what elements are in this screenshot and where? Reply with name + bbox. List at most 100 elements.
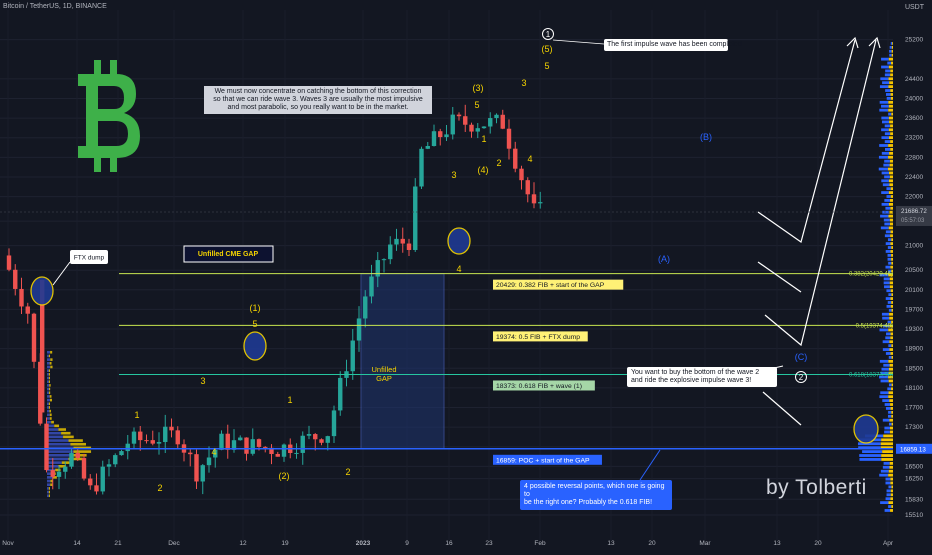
volume-bar bbox=[891, 257, 893, 261]
volume-bar bbox=[888, 485, 892, 489]
volume-bar bbox=[58, 428, 66, 431]
poc-price-badge bbox=[896, 443, 932, 454]
volume-bar bbox=[887, 387, 892, 391]
volume-bar bbox=[890, 336, 893, 340]
y-tick-label: 15830 bbox=[905, 496, 923, 503]
volume-bar bbox=[891, 301, 893, 304]
volume-bar bbox=[881, 179, 889, 183]
volume-bar bbox=[862, 450, 883, 453]
candle-body bbox=[363, 296, 368, 319]
volume-bar bbox=[890, 407, 893, 410]
volume-bar bbox=[889, 81, 893, 85]
volume-bar bbox=[47, 384, 50, 387]
buy-note: You want to buy the bottom of the wave 2… bbox=[627, 367, 777, 387]
volume-bar bbox=[879, 273, 889, 277]
circled-wave-number: 1 bbox=[546, 30, 551, 39]
volume-bar bbox=[48, 373, 50, 376]
volume-bar bbox=[47, 457, 69, 461]
impulse-callout-pointer bbox=[552, 39, 605, 45]
bitcoin-logo-icon bbox=[66, 56, 148, 176]
volume-bar bbox=[47, 490, 49, 494]
volume-bar bbox=[891, 387, 893, 391]
volume-bar bbox=[47, 369, 49, 372]
volume-bar bbox=[882, 183, 890, 187]
volume-bar bbox=[48, 376, 50, 380]
volume-bar bbox=[879, 473, 889, 477]
candle-body bbox=[119, 451, 124, 456]
volume-bar bbox=[887, 253, 892, 257]
fib-box bbox=[493, 331, 588, 342]
candle-body bbox=[294, 452, 299, 454]
candle-body bbox=[319, 439, 324, 443]
volume-bar bbox=[50, 483, 53, 487]
time-axis: Nov 14 21 Dec 12 19 2023 9 16 23 Feb 13 20 Mar 13 20 Apr bbox=[2, 540, 894, 547]
price-badges: 21686.72 05:57:03 16859.13 bbox=[0, 205, 932, 454]
fib-box bbox=[493, 454, 602, 465]
x-tick-label: 20 bbox=[814, 540, 822, 547]
candle-body bbox=[338, 377, 343, 411]
volume-bar bbox=[885, 89, 891, 92]
volume-bar bbox=[888, 112, 892, 116]
volume-bar bbox=[888, 104, 893, 108]
volume-bar bbox=[881, 438, 893, 442]
impulse-note: The first impulse wave has been complete… bbox=[604, 39, 742, 51]
volume-bar bbox=[887, 238, 892, 242]
volume-bar bbox=[882, 340, 890, 344]
candle-body bbox=[438, 131, 443, 138]
volume-bar bbox=[47, 453, 71, 457]
arrowhead bbox=[846, 36, 859, 49]
volume-bar bbox=[891, 293, 893, 297]
gap-label-line1: Unfilled bbox=[371, 365, 396, 374]
candle-body bbox=[531, 194, 537, 204]
y-tick-label: 17300 bbox=[905, 424, 923, 431]
volume-bar bbox=[889, 53, 892, 57]
candle-body bbox=[425, 145, 430, 149]
volume-bar bbox=[885, 93, 891, 96]
candle-body bbox=[125, 443, 130, 452]
volume-bar bbox=[890, 332, 893, 336]
volume-bar bbox=[889, 175, 893, 179]
volume-bar bbox=[881, 454, 893, 457]
volume-bar bbox=[54, 424, 60, 428]
volume-bar bbox=[884, 426, 890, 430]
candle-body bbox=[213, 449, 218, 458]
volume-bar bbox=[68, 439, 83, 442]
candle-body bbox=[113, 455, 118, 465]
volume-bar bbox=[888, 269, 892, 273]
y-tick-label: 18100 bbox=[905, 385, 923, 392]
wave-label: 4 bbox=[211, 447, 216, 457]
candle-body bbox=[488, 118, 493, 127]
volume-bar bbox=[47, 483, 51, 487]
volume-bar bbox=[48, 402, 50, 406]
volume-bar bbox=[888, 414, 892, 418]
volume-bar bbox=[881, 57, 889, 61]
volume-bar bbox=[881, 128, 889, 132]
highlight-circle bbox=[243, 331, 267, 361]
volume-bar bbox=[891, 414, 893, 418]
wave-label-b: (B) bbox=[700, 132, 712, 142]
volume-bar bbox=[889, 171, 893, 175]
projection-path bbox=[757, 261, 802, 293]
y-tick-label: 19700 bbox=[905, 306, 923, 313]
volume-bar bbox=[890, 187, 893, 191]
volume-bar bbox=[885, 265, 891, 269]
volume-bar bbox=[885, 481, 891, 485]
candle-body bbox=[63, 466, 68, 472]
candle-body bbox=[500, 114, 505, 129]
volume-bar bbox=[888, 179, 893, 183]
volume-bar bbox=[887, 257, 892, 261]
volume-bar bbox=[890, 234, 893, 238]
x-tick-label: 9 bbox=[405, 540, 409, 547]
volume-bar bbox=[885, 297, 891, 300]
volume-bar bbox=[47, 387, 49, 391]
volume-bar bbox=[890, 289, 893, 293]
volume-bar bbox=[49, 413, 52, 417]
fib-levels: 0.382(20429.46) 20429: 0.382 FIB + start … bbox=[0, 272, 893, 465]
volume-bar bbox=[51, 420, 54, 424]
volume-bar bbox=[890, 477, 893, 481]
volume-bar bbox=[884, 73, 891, 77]
x-tick-label: Nov bbox=[2, 540, 14, 547]
candle-body bbox=[231, 440, 237, 450]
